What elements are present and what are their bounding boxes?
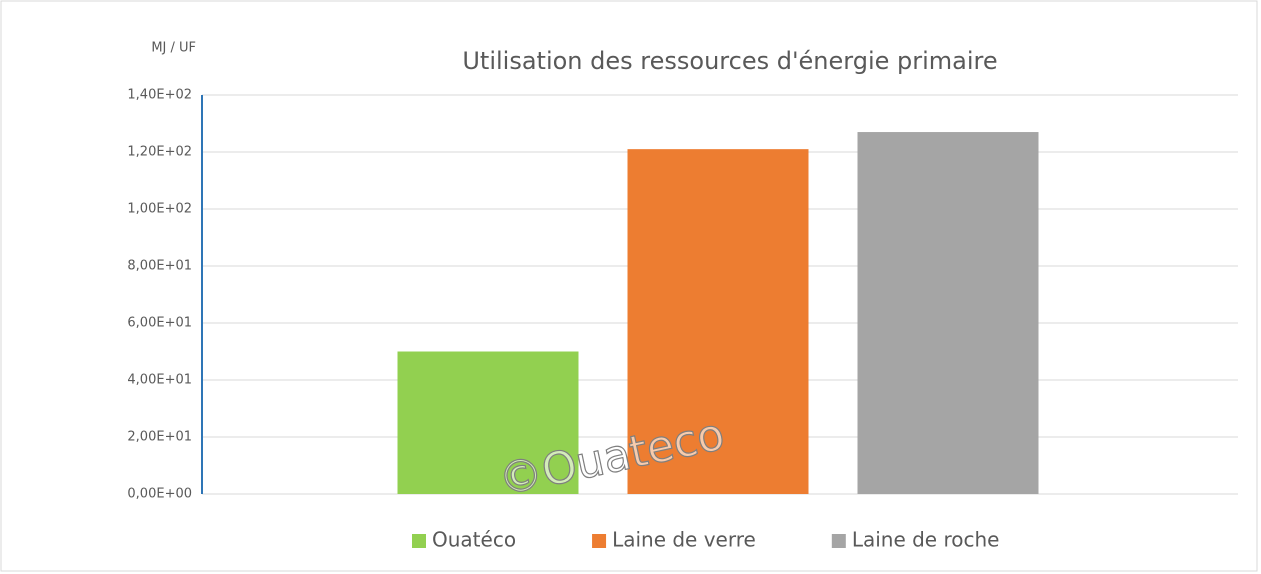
- legend-label: Laine de verre: [612, 528, 756, 552]
- y-tick-label: 1,00E+02: [127, 202, 192, 217]
- y-tick-label: 4,00E+01: [127, 373, 192, 388]
- y-tick-label: 6,00E+01: [127, 316, 192, 331]
- y-tick-label: 1,40E+02: [127, 88, 192, 103]
- legend-swatch: [412, 534, 426, 548]
- y-tick-label: 1,20E+02: [127, 145, 192, 160]
- legend-swatch: [592, 534, 607, 548]
- legend-swatch: [831, 534, 846, 548]
- y-axis-label: MJ / UF: [151, 41, 196, 56]
- bar: [397, 351, 579, 494]
- legend-label: Ouatéco: [432, 528, 516, 552]
- bar: [857, 132, 1039, 495]
- legend-label: Laine de roche: [852, 528, 1000, 552]
- chart-title: Utilisation des ressources d'énergie pri…: [462, 47, 997, 75]
- y-tick-label: 8,00E+01: [127, 259, 192, 274]
- bar: [627, 149, 809, 494]
- y-tick-label: 0,00E+00: [127, 487, 192, 502]
- y-tick-label: 2,00E+01: [127, 430, 192, 445]
